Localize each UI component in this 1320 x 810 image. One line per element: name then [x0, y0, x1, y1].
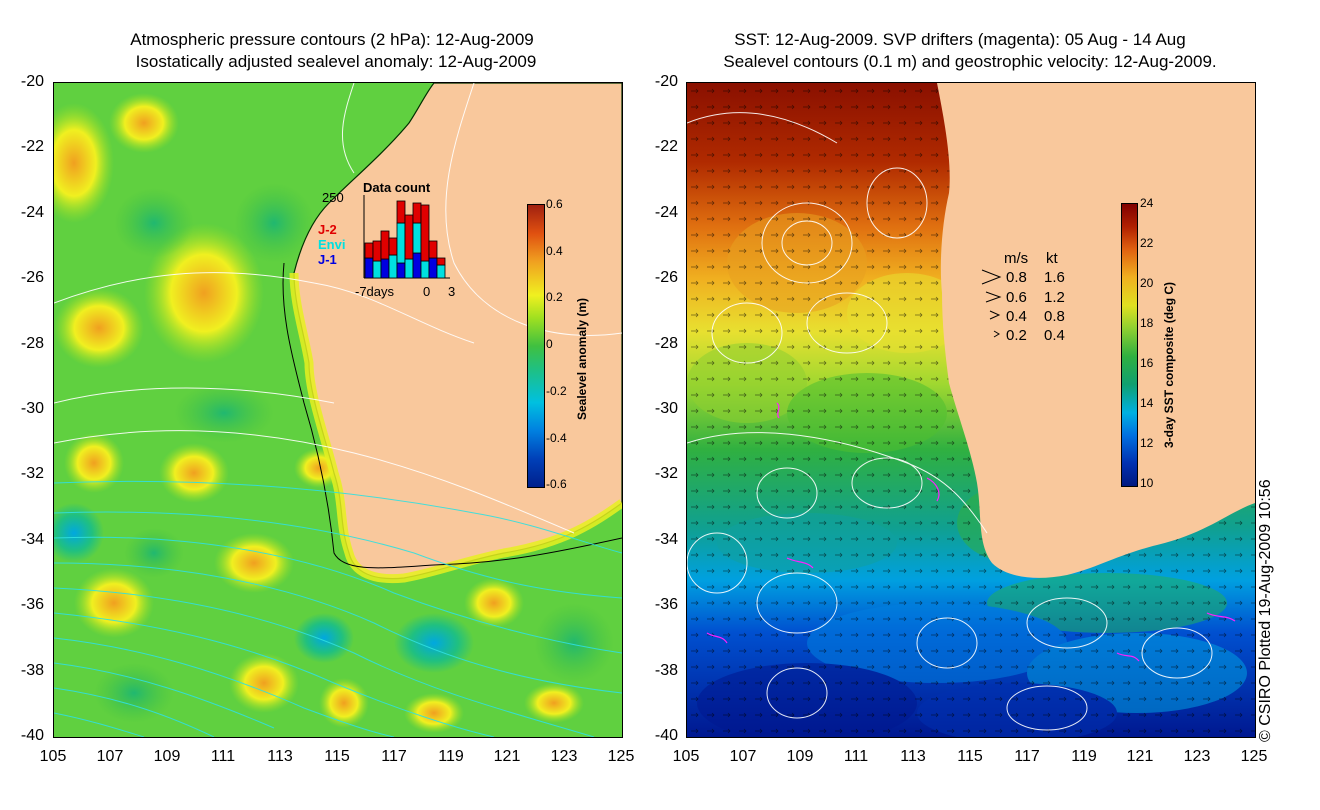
sst-colorbar [1121, 203, 1138, 487]
vel-row-0-kt: 1.6 [1044, 269, 1065, 286]
left-sealevel-map [53, 82, 623, 738]
sla-tick-0: 0.6 [546, 197, 563, 211]
sst-tick-6: 12 [1140, 436, 1154, 450]
right-lat-label: -32 [654, 465, 678, 482]
inset-x-mid: 0 [423, 284, 431, 299]
sla-colorbar-title: Sealevel anomaly (m) [575, 297, 589, 420]
cyan-pressure-contours [54, 480, 622, 737]
sla-colorbar [527, 204, 545, 488]
left-lat-label: -30 [20, 400, 44, 417]
legend-j1: J-1 [318, 252, 337, 267]
right-lat-label: -36 [654, 596, 678, 613]
legend-envi: Envi [318, 237, 346, 252]
sla-tick-2: 0.2 [546, 290, 563, 304]
sla-tick-5: -0.4 [546, 431, 567, 445]
sst-tick-0: 24 [1140, 196, 1154, 210]
vel-row-3-kt: 0.4 [1044, 327, 1065, 344]
left-lat-label: -38 [20, 662, 44, 679]
right-lat-label: -38 [654, 662, 678, 679]
legend-j2: J-2 [318, 222, 337, 237]
vel-row-1-ms: 0.6 [1006, 289, 1027, 306]
sla-tick-4: -0.2 [546, 384, 567, 398]
vel-row-2-ms: 0.4 [1006, 308, 1027, 325]
right-map-canvas [687, 83, 1255, 737]
sst-tick-4: 16 [1140, 356, 1154, 370]
right-lon-label: 125 [1240, 748, 1268, 765]
right-lat-label: -40 [654, 727, 678, 744]
left-lon-label: 123 [550, 748, 578, 765]
right-title-line1: SST: 12-Aug-2009. SVP drifters (magenta)… [734, 30, 1186, 49]
vel-header-ms: m/s [1004, 250, 1029, 267]
right-lon-label: 119 [1071, 748, 1097, 765]
left-lat-label: -32 [20, 465, 44, 482]
data-count-inset [363, 195, 450, 279]
left-lon-label: 121 [493, 748, 521, 765]
vel-row-1-kt: 1.2 [1044, 289, 1065, 306]
sealevel-contours [687, 112, 1213, 731]
right-lat-label: -30 [654, 400, 678, 417]
vel-row-0-ms: 0.8 [1006, 269, 1027, 286]
left-lat-label: -34 [20, 531, 44, 548]
right-lon-label: 121 [1126, 748, 1154, 765]
left-lon-label: 109 [153, 748, 181, 765]
left-lon-label: 105 [39, 748, 67, 765]
inset-x-right: 3 [448, 284, 456, 299]
sla-tick-6: -0.6 [546, 477, 567, 491]
right-lon-label: 109 [786, 748, 814, 765]
left-lat-label: -28 [20, 335, 44, 352]
left-title-line2: Isostatically adjusted sealevel anomaly:… [135, 52, 537, 71]
inset-title: Data count [363, 180, 431, 195]
vel-row-3-ms: 0.2 [1006, 327, 1027, 344]
left-lat-label: -26 [20, 269, 44, 286]
right-title-line2: Sealevel contours (0.1 m) and geostrophi… [723, 52, 1217, 71]
left-title-line1: Atmospheric pressure contours (2 hPa): 1… [130, 30, 534, 49]
right-lon-label: 117 [1014, 748, 1040, 765]
velocity-arrow-glyphs [981, 269, 1002, 338]
sst-tick-2: 20 [1140, 276, 1154, 290]
right-lon-label: 123 [1183, 748, 1211, 765]
pressure-contours [54, 83, 622, 534]
sst-tick-5: 14 [1140, 396, 1154, 410]
left-lat-label: -24 [20, 204, 44, 221]
left-lat-label: -22 [20, 138, 44, 155]
inset-ymax: 250 [322, 190, 344, 205]
copyright-notice: © CSIRO Plotted 19-Aug-2009 10:56 [1257, 479, 1274, 742]
right-lat-label: -20 [654, 73, 678, 90]
right-lat-label: -24 [654, 204, 678, 221]
left-lon-label: 125 [607, 748, 635, 765]
sst-colorbar-title: 3-day SST composite (deg C) [1162, 281, 1176, 448]
inset-x-left: -7days [355, 284, 395, 299]
left-lat-label: -20 [20, 73, 44, 90]
right-lat-label: -28 [654, 335, 678, 352]
vel-header-kt: kt [1046, 250, 1058, 267]
left-lon-label: 115 [324, 748, 350, 765]
left-lat-label: -36 [20, 596, 44, 613]
right-lon-label: 107 [729, 748, 757, 765]
sla-field [54, 93, 614, 733]
right-lon-label: 113 [900, 748, 926, 765]
right-lat-label: -22 [654, 138, 678, 155]
left-lon-label: 117 [381, 748, 407, 765]
left-map-canvas [54, 83, 622, 737]
svp-drifter-tracks [706, 402, 1236, 662]
sla-tick-1: 0.4 [546, 244, 563, 258]
right-lat-label: -34 [654, 531, 678, 548]
vel-row-2-kt: 0.8 [1044, 308, 1065, 325]
right-lat-label: -26 [654, 269, 678, 286]
right-sst-map [686, 82, 1256, 738]
left-lon-label: 107 [96, 748, 124, 765]
right-lon-label: 115 [957, 748, 983, 765]
australia-land-right [937, 83, 1255, 578]
left-lon-label: 113 [267, 748, 293, 765]
sst-tick-3: 18 [1140, 316, 1154, 330]
right-lon-label: 111 [843, 748, 869, 765]
left-lon-label: 119 [438, 748, 464, 765]
left-lat-label: -40 [20, 727, 44, 744]
sla-tick-3: 0 [546, 337, 553, 351]
left-lon-label: 111 [210, 748, 236, 765]
right-lon-label: 105 [672, 748, 700, 765]
sst-tick-1: 22 [1140, 236, 1154, 250]
sst-tick-7: 10 [1140, 476, 1154, 490]
